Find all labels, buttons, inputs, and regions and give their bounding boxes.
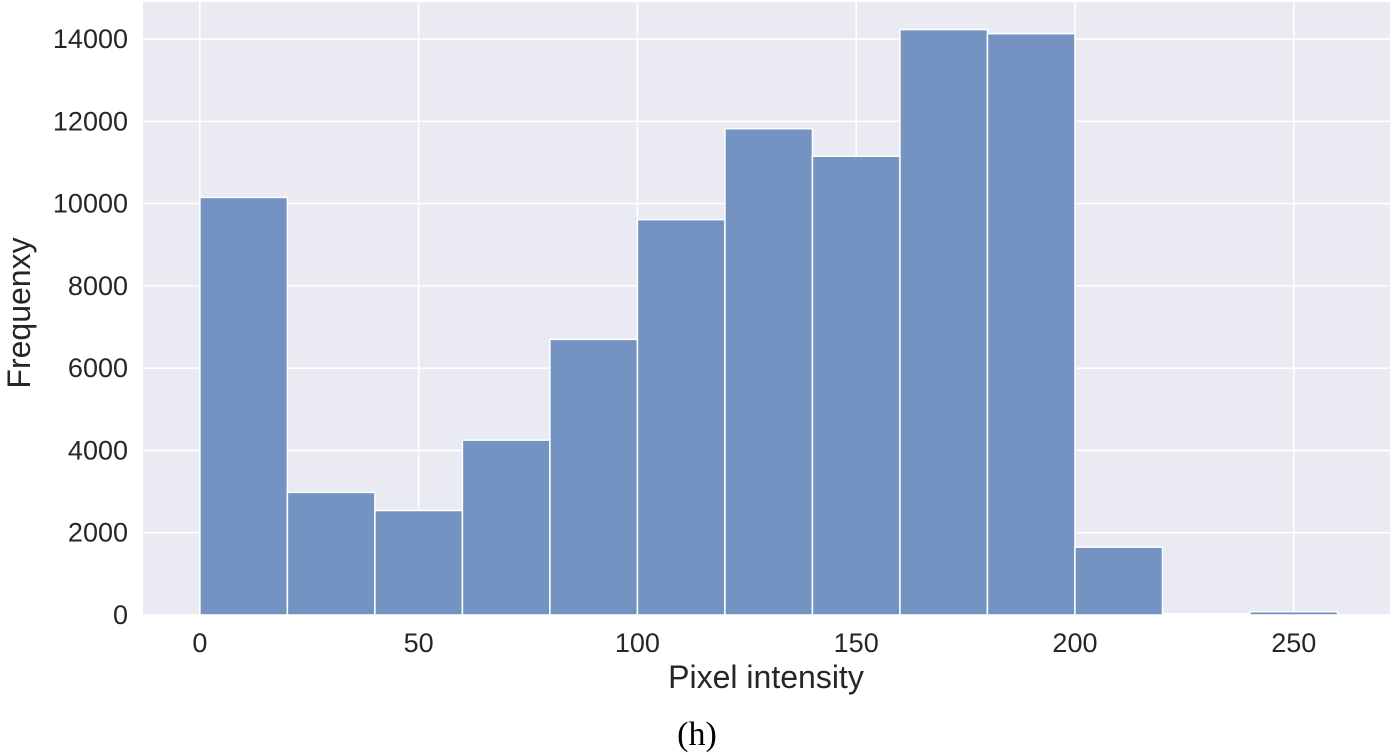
figure-caption: (h) [677, 716, 717, 753]
y-tick-label: 12000 [53, 106, 128, 136]
x-tick-label: 200 [1052, 628, 1097, 658]
histogram-bar [286, 491, 376, 616]
y-axis-label: Frequenxy [1, 237, 37, 388]
y-tick-label: 0 [113, 600, 128, 630]
x-tick-label: 250 [1271, 628, 1316, 658]
histogram-bar [1074, 546, 1164, 616]
y-tick-labels: 0 2000 4000 6000 8000 10000 12000 14000 [53, 24, 128, 630]
y-tick-label: 8000 [68, 271, 128, 301]
histogram-bar [899, 28, 989, 616]
x-axis-label: Pixel intensity [668, 659, 864, 695]
histogram-bar [1249, 610, 1339, 616]
histogram-bar [724, 127, 814, 616]
histogram-bar [811, 155, 901, 616]
histogram-bar [549, 338, 639, 616]
x-tick-label: 150 [834, 628, 879, 658]
histogram-bars [199, 28, 1339, 616]
y-tick-label: 2000 [68, 518, 128, 548]
histogram-bar [461, 439, 551, 616]
y-tick-label: 14000 [53, 24, 128, 54]
histogram-bar [199, 196, 289, 616]
y-tick-label: 6000 [68, 353, 128, 383]
histogram-bar [986, 32, 1076, 616]
x-tick-label: 0 [192, 628, 207, 658]
histogram-bar [636, 218, 726, 616]
histogram-bar [374, 509, 464, 616]
x-tick-labels: 0 50 100 150 200 250 [192, 628, 1316, 658]
x-tick-label: 50 [404, 628, 434, 658]
x-tick-label: 100 [615, 628, 660, 658]
y-tick-label: 10000 [53, 189, 128, 219]
histogram-bar [1161, 613, 1251, 616]
y-tick-label: 4000 [68, 435, 128, 465]
